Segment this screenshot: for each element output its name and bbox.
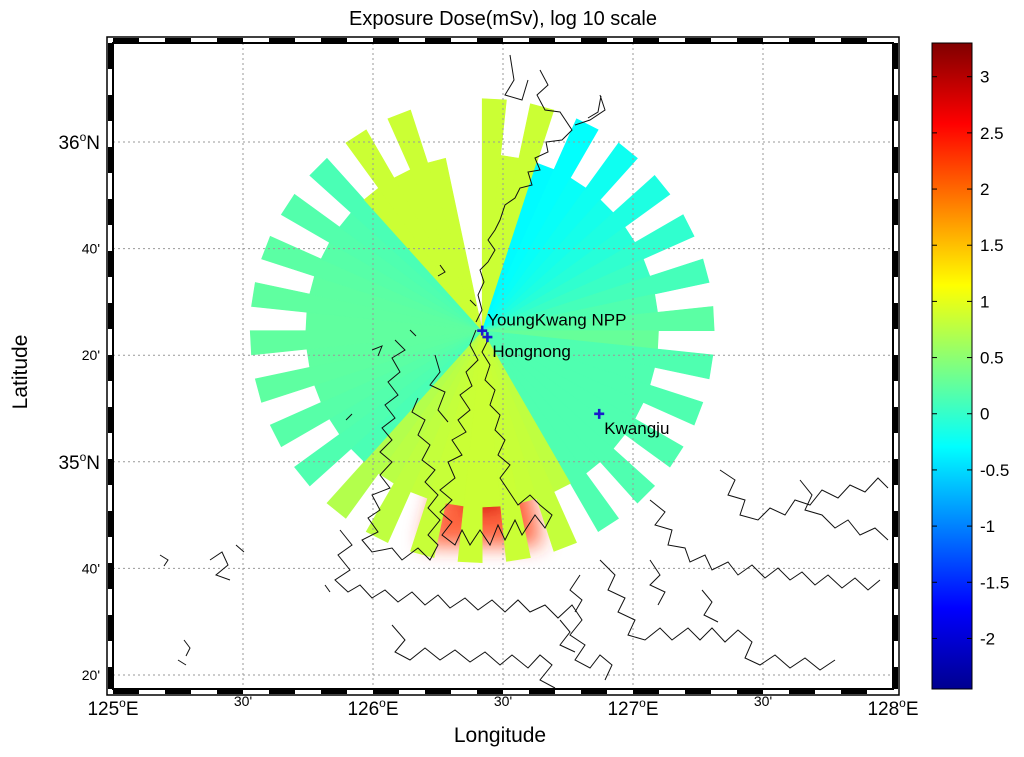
colorbar-tick-label: 1: [980, 292, 989, 311]
dose-plume: [249, 98, 715, 563]
latitude-tick-label: 40': [82, 560, 100, 576]
latitude-tick-label: 35oN: [58, 450, 100, 474]
colorbar-gradient: [931, 42, 973, 690]
gridlines: [113, 43, 893, 689]
longitude-tick-label: 128oE: [867, 696, 918, 720]
site-label: YoungKwang NPP: [487, 311, 626, 330]
colorbar-ticks: 3 2.5 2 1.5 1 0.5 0 -0.5 -1 -1.5 -2: [932, 68, 1009, 648]
site-markers: YoungKwang NPP Hongnong Kwangju: [477, 311, 669, 438]
map-frame: [106, 36, 900, 696]
longitude-tick-labels: 125oE 30' 126oE 30' 127oE 30' 128oE: [87, 693, 918, 720]
plot-area: [113, 43, 893, 689]
site-marker-icon: [594, 408, 605, 419]
colorbar-tick-label: 2.5: [980, 124, 1004, 143]
site-marker-icon: [482, 332, 493, 343]
y-axis-label: Latitude: [9, 335, 32, 410]
latitude-tick-label: 40': [82, 241, 100, 257]
latitude-tick-label: 20': [82, 347, 100, 363]
dose-wedge: [427, 157, 483, 331]
colorbar-tick-label: -1: [980, 517, 995, 536]
colorbar-tick-label: 0.5: [980, 349, 1004, 368]
longitude-tick-label: 30': [754, 693, 772, 709]
longitude-tick-label: 126oE: [347, 696, 398, 720]
site-label: Kwangju: [604, 419, 669, 438]
colorbar-tick-label: -1.5: [980, 573, 1009, 592]
x-axis-label: Longitude: [454, 724, 546, 747]
map-title: Exposure Dose(mSv), log 10 scale: [349, 8, 657, 30]
coastline: [159, 54, 889, 689]
site-marker-icon: [477, 325, 488, 336]
longitude-tick-label: 125oE: [87, 696, 138, 720]
longitude-tick-label: 30': [234, 693, 252, 709]
latitude-tick-label: 36oN: [58, 130, 100, 154]
colorbar-tick-label: -0.5: [980, 461, 1009, 480]
longitude-tick-label: 127oE: [607, 696, 658, 720]
colorbar: 3 2.5 2 1.5 1 0.5 0 -0.5 -1 -1.5 -2: [931, 42, 1009, 690]
colorbar-tick-label: 3: [980, 68, 989, 87]
colorbar-tick-label: 0: [980, 405, 989, 424]
colorbar-tick-label: 2: [980, 180, 989, 199]
site-label: Hongnong: [492, 342, 570, 361]
colorbar-tick-label: -2: [980, 629, 995, 648]
colorbar-tick-label: 1.5: [980, 236, 1004, 255]
latitude-tick-label: 20': [82, 667, 100, 683]
longitude-tick-label: 30': [494, 693, 512, 709]
latitude-tick-labels: 36oN 40' 20' 35oN 40' 20': [58, 130, 100, 683]
